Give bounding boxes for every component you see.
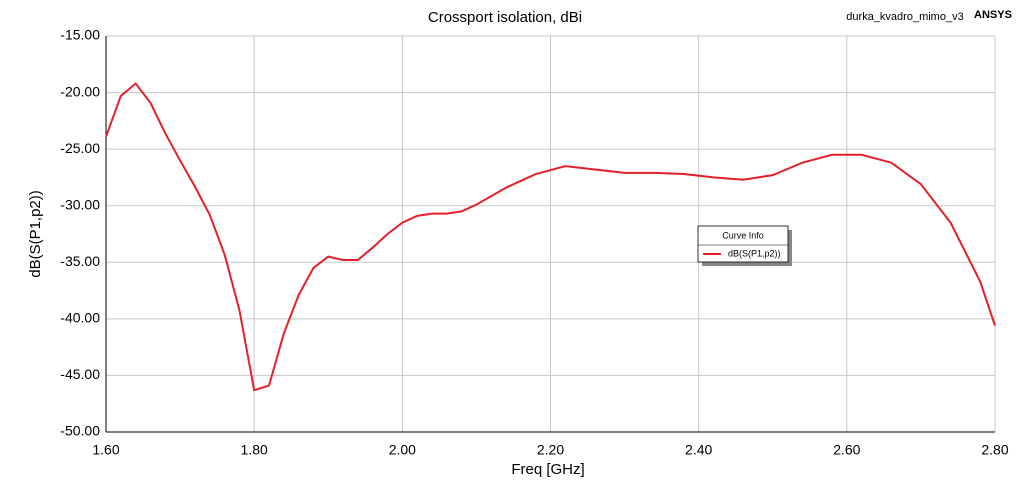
y-tick-label: -25.00 bbox=[60, 140, 100, 156]
legend-label: dB(S(P1,p2)) bbox=[728, 248, 781, 258]
y-tick-label: -20.00 bbox=[60, 83, 100, 99]
x-tick-label: 2.00 bbox=[389, 442, 416, 458]
x-tick-label: 1.80 bbox=[241, 442, 268, 458]
x-tick-label: 1.60 bbox=[92, 442, 119, 458]
x-tick-label: 2.60 bbox=[833, 442, 860, 458]
x-tick-label: 2.20 bbox=[537, 442, 564, 458]
y-tick-label: -30.00 bbox=[60, 196, 100, 212]
y-tick-label: -15.00 bbox=[60, 27, 100, 43]
design-name: durka_kvadro_mimo_v3 bbox=[846, 11, 963, 23]
legend-title: Curve Info bbox=[722, 230, 764, 240]
legend-box bbox=[697, 225, 789, 263]
y-tick-label: -45.00 bbox=[60, 366, 100, 382]
x-tick-label: 2.80 bbox=[981, 442, 1008, 458]
y-tick-label: -50.00 bbox=[60, 423, 100, 439]
y-tick-label: -40.00 bbox=[60, 310, 100, 326]
y-tick-label: -35.00 bbox=[60, 253, 100, 269]
x-axis-label: Freq [GHz] bbox=[511, 461, 584, 478]
vendor: ANSYS bbox=[974, 9, 1012, 21]
x-tick-label: 2.40 bbox=[685, 442, 712, 458]
series-line bbox=[105, 82, 996, 392]
y-axis-label: dB(S(P1,p2)) bbox=[27, 190, 44, 278]
chart-title: Crossport isolation, dBi bbox=[428, 9, 582, 26]
